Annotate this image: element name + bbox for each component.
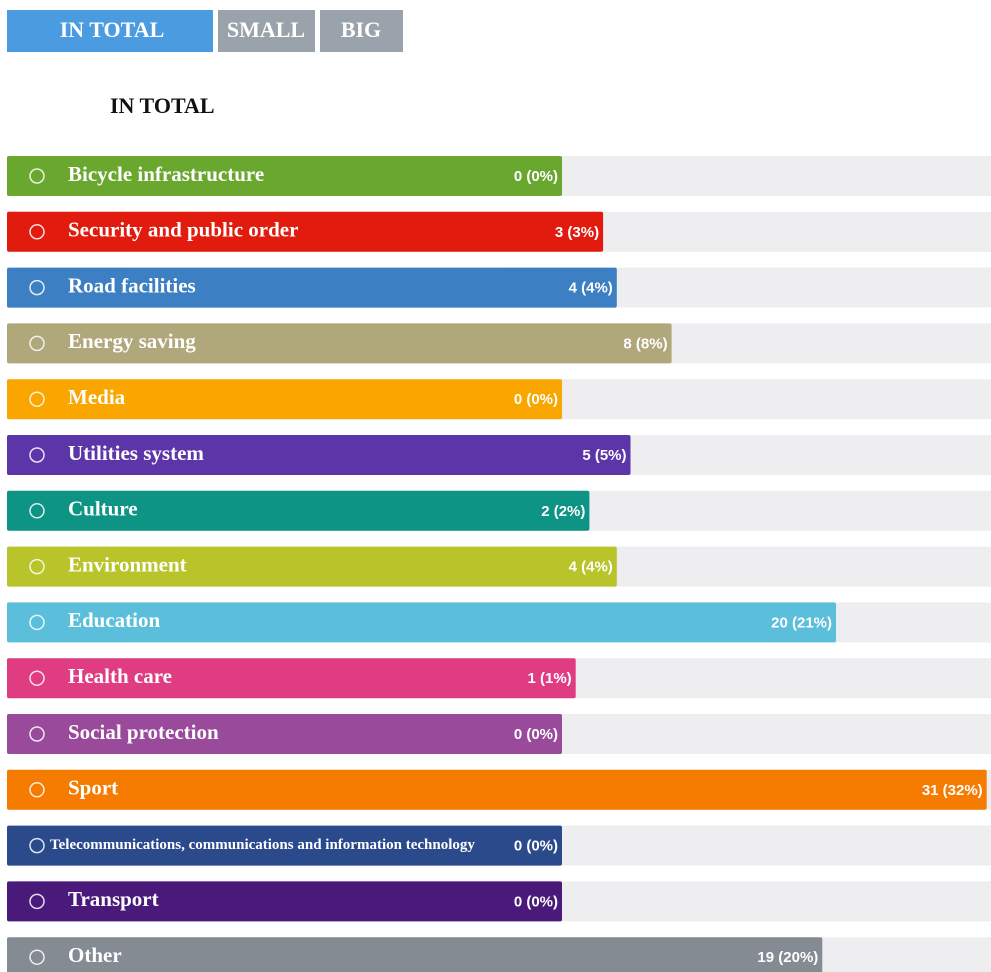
category-icon — [29, 279, 45, 296]
value-label: 1 (1%) — [528, 670, 572, 687]
bar — [7, 825, 562, 866]
value-label: 0 (0%) — [514, 893, 558, 910]
category-icon — [29, 168, 45, 184]
category-icon — [29, 893, 45, 910]
category-label: Culture — [68, 497, 138, 521]
category-label: Utilities system — [68, 441, 204, 465]
bar — [7, 546, 617, 587]
tab-small[interactable] — [218, 10, 315, 52]
value-label: 0 (0%) — [514, 168, 558, 185]
category-icon — [29, 335, 45, 352]
bar — [7, 211, 604, 252]
heading: IN TOTAL — [110, 93, 215, 118]
value-label: 19 (20%) — [757, 949, 818, 966]
bar — [7, 602, 836, 643]
value-label: 31 (32%) — [922, 782, 983, 799]
bar — [7, 714, 562, 754]
category-icon — [29, 837, 45, 854]
category-label: Education — [68, 608, 161, 632]
category-icon — [29, 224, 45, 240]
bar — [7, 435, 631, 475]
value-label: 3 (3%) — [555, 224, 599, 241]
tab-label[interactable]: IN TOTAL — [60, 17, 165, 42]
category-label: Social protection — [68, 720, 219, 744]
category-icon — [29, 558, 45, 575]
tab-label[interactable]: BIG — [341, 17, 381, 42]
category-label: Media — [68, 385, 126, 409]
category-label: Bicycle infrastructure — [68, 162, 264, 186]
category-label: Health care — [68, 664, 172, 688]
bar — [7, 490, 590, 531]
bar — [7, 769, 987, 810]
bar — [7, 156, 562, 196]
value-label: 4 (4%) — [569, 280, 613, 297]
value-label: 5 (5%) — [582, 447, 626, 464]
category-icon — [29, 503, 45, 519]
category-label: Other — [68, 943, 122, 967]
bar — [7, 937, 823, 972]
value-label: 20 (21%) — [771, 614, 832, 631]
bar — [7, 323, 672, 364]
bar — [7, 267, 617, 308]
value-label: 0 (0%) — [514, 838, 558, 855]
bar — [7, 379, 562, 420]
tab-label[interactable]: SMALL — [227, 17, 305, 42]
category-label: Transport — [68, 887, 159, 911]
bar — [7, 881, 562, 922]
category-icon — [29, 726, 45, 742]
category-icon — [29, 670, 45, 686]
category-icon — [29, 782, 45, 798]
value-label: 0 (0%) — [514, 391, 558, 408]
value-label: 2 (2%) — [541, 503, 585, 520]
tab-in-total[interactable] — [7, 10, 213, 52]
value-label: 0 (0%) — [514, 726, 558, 743]
category-icon — [29, 614, 45, 631]
category-icon — [29, 391, 45, 407]
category-label: Telecommunications, communications and i… — [50, 837, 475, 853]
value-label: 8 (8%) — [623, 335, 667, 352]
category-label: Sport — [68, 776, 118, 800]
category-icon — [29, 949, 45, 965]
value-label: 4 (4%) — [569, 559, 613, 576]
category-label: Environment — [68, 552, 187, 576]
category-icon — [29, 447, 45, 463]
category-label: Security and public order — [68, 218, 298, 242]
bar — [7, 658, 576, 699]
category-label: Energy saving — [68, 329, 196, 353]
category-label: Road facilities — [68, 273, 196, 297]
tab-big[interactable] — [320, 10, 403, 52]
